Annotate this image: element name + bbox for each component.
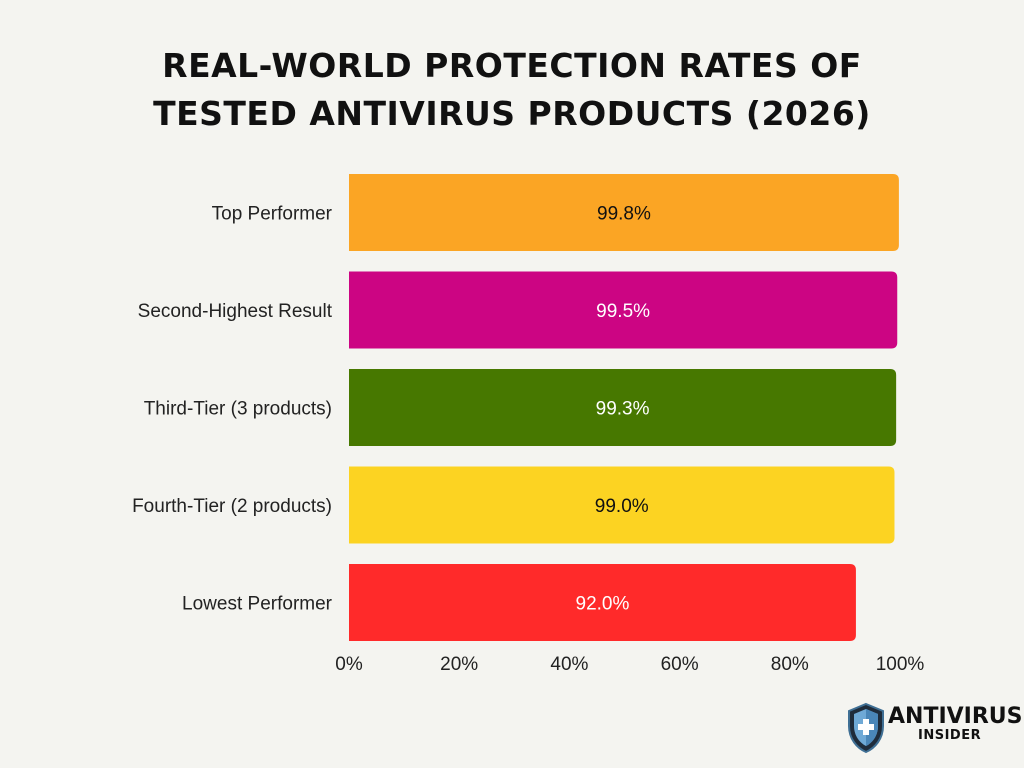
category-label-4: Lowest Performer xyxy=(182,594,333,615)
bar-0 xyxy=(349,174,899,251)
category-label-3: Fourth-Tier (2 products) xyxy=(132,496,332,517)
value-label-1: 99.5% xyxy=(596,301,650,322)
bar-2 xyxy=(349,369,897,446)
category-label-0: Top Performer xyxy=(212,204,333,225)
chart-title-line-2: TESTED ANTIVIRUS PRODUCTS (2026) xyxy=(153,94,871,133)
value-label-0: 99.8% xyxy=(597,204,651,225)
chart-title-line-1: REAL-WORLD PROTECTION RATES OF xyxy=(162,46,862,85)
bar-1 xyxy=(349,271,898,349)
chart-title: REAL-WORLD PROTECTION RATES OF TESTED AN… xyxy=(0,42,1024,138)
value-label-3: 99.0% xyxy=(595,496,649,517)
category-label-2: Third-Tier (3 products) xyxy=(144,399,332,420)
value-label-2: 99.3% xyxy=(596,399,650,420)
x-tick-label-2: 40% xyxy=(550,654,588,675)
x-tick-label-1: 20% xyxy=(440,654,478,675)
brand-name: ANTIVIRUS INSIDER xyxy=(888,704,1023,743)
brand-logo: ANTIVIRUS INSIDER xyxy=(846,700,1023,756)
x-tick-label-5: 100% xyxy=(876,654,925,675)
value-label-4: 92.0% xyxy=(576,594,630,615)
x-tick-label-3: 60% xyxy=(661,654,699,675)
category-label-1: Second-Highest Result xyxy=(138,301,333,322)
bar-3 xyxy=(349,466,895,544)
brand-name-main: ANTIVIRUS xyxy=(888,704,1023,729)
x-tick-label-4: 80% xyxy=(771,654,809,675)
brand-name-sub: INSIDER xyxy=(918,728,982,743)
bar-4 xyxy=(349,564,856,641)
shield-icon xyxy=(848,702,884,754)
x-tick-label-0: 0% xyxy=(335,654,363,675)
